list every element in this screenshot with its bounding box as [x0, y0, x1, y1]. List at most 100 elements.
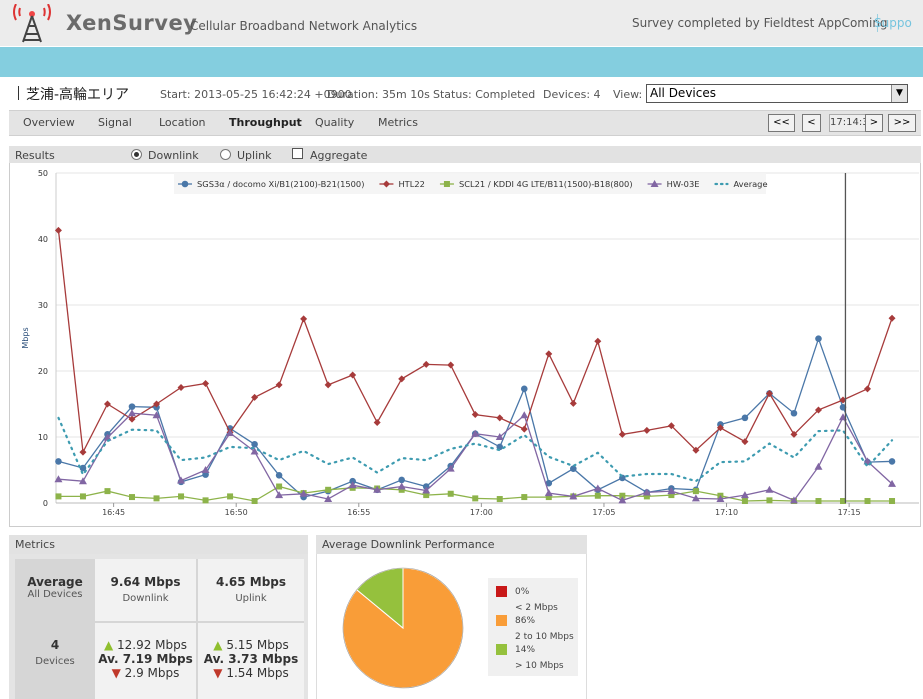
- tab-overview[interactable]: Overview: [23, 116, 75, 129]
- data-point: [643, 426, 651, 434]
- data-point: [104, 488, 111, 495]
- data-point: [422, 486, 431, 494]
- area-divider: [18, 86, 19, 100]
- data-point: [446, 464, 455, 472]
- first-button[interactable]: <<: [768, 114, 795, 132]
- tab-location[interactable]: Location: [159, 116, 206, 129]
- data-point: [78, 477, 87, 485]
- x-tick-label: 17:15: [838, 508, 861, 517]
- next-button[interactable]: >: [865, 114, 883, 132]
- data-point: [227, 493, 234, 500]
- dl-max: 12.92 Mbps: [117, 638, 188, 652]
- tab-throughput[interactable]: Throughput: [229, 116, 302, 129]
- data-point: [521, 494, 528, 501]
- ul-max: 5.15 Mbps: [226, 638, 289, 652]
- downlink-radio[interactable]: [131, 149, 142, 160]
- data-point: [741, 498, 748, 505]
- aggregate-checkbox[interactable]: [292, 148, 303, 159]
- metric-uplink-value: 4.65 Mbps: [215, 575, 287, 589]
- data-point: [128, 403, 136, 410]
- data-point: [275, 471, 283, 479]
- legend-swatch: [496, 615, 507, 626]
- data-point: [103, 433, 112, 441]
- view-select[interactable]: All Devices ▼: [646, 84, 908, 103]
- data-point: [348, 481, 357, 489]
- data-point: [545, 479, 553, 487]
- downlink-label[interactable]: Downlink: [148, 149, 199, 162]
- current-time: 17:14:37: [829, 114, 875, 132]
- arrow-down-icon: ▼: [111, 666, 121, 680]
- status: Status: Completed: [433, 88, 536, 101]
- tab-quality[interactable]: Quality: [315, 116, 355, 129]
- throughput-chart-panel: [9, 163, 921, 527]
- data-point: [790, 409, 798, 417]
- tower-logo-icon: [13, 4, 51, 43]
- data-point: [177, 384, 185, 391]
- legend-label: HTL22: [398, 179, 425, 189]
- data-point: [741, 438, 749, 446]
- x-tick-label: 17:05: [592, 508, 615, 517]
- data-point: [888, 458, 896, 465]
- data-point: [276, 483, 283, 490]
- data-point: [471, 429, 480, 437]
- pie-outline: [342, 567, 464, 689]
- x-tick-label: 17:10: [715, 508, 738, 517]
- metric-downlink-value: 9.64 Mbps: [110, 575, 181, 589]
- app-tagline: Cellular Broadband Network Analytics: [190, 19, 418, 33]
- data-point: [251, 440, 258, 448]
- legend-label: Average: [733, 179, 767, 189]
- metric-average-label: Average: [27, 575, 83, 589]
- legend-label-1: 2 to 10 Mbps: [515, 632, 574, 642]
- data-point: [814, 462, 823, 470]
- y-tick-label: 10: [38, 433, 48, 442]
- data-point: [496, 414, 504, 422]
- prev-button[interactable]: <: [802, 114, 821, 132]
- tab-signal[interactable]: Signal: [98, 116, 132, 129]
- legend-swatch: [496, 586, 507, 597]
- last-button[interactable]: >>: [888, 114, 916, 132]
- legend-box: [174, 173, 766, 194]
- dl-avg: Av. 7.19 Mbps: [98, 652, 193, 666]
- data-point: [128, 409, 137, 417]
- arrow-down-icon: ▼: [213, 666, 223, 680]
- data-point: [325, 486, 332, 493]
- pie-title: Average Downlink Performance: [322, 538, 495, 551]
- data-point: [594, 492, 601, 499]
- data-point: [642, 488, 651, 496]
- data-point: [889, 498, 896, 505]
- data-point: [839, 498, 846, 505]
- x-tick-label: 16:50: [225, 508, 248, 517]
- support-link[interactable]: Suppo: [874, 16, 912, 30]
- device-count: Devices: 4: [543, 88, 601, 101]
- legend-swatch: [496, 644, 507, 655]
- data-point: [520, 425, 528, 433]
- data-point: [373, 485, 382, 493]
- data-point: [863, 457, 872, 465]
- data-point: [398, 486, 405, 493]
- results-title: Results: [15, 149, 55, 162]
- legend-pct-2: 14%: [515, 645, 536, 655]
- tab-metrics[interactable]: Metrics: [378, 116, 418, 129]
- data-point: [181, 180, 189, 188]
- data-point: [570, 465, 577, 472]
- data-point: [153, 400, 161, 408]
- data-point: [594, 337, 602, 345]
- data-point: [397, 482, 406, 490]
- data-point: [423, 492, 430, 499]
- data-point: [839, 404, 847, 411]
- legend-label-0: < 2 Mbps: [515, 603, 558, 613]
- data-point: [103, 400, 111, 408]
- data-point: [275, 381, 283, 389]
- uplink-radio[interactable]: [220, 149, 231, 160]
- y-tick-label: 20: [38, 367, 48, 376]
- pie-panel: [316, 554, 587, 699]
- area-name: 芝浦-高輪エリア: [26, 87, 130, 103]
- chevron-down-icon[interactable]: ▼: [891, 85, 907, 102]
- uplink-label[interactable]: Uplink: [237, 149, 272, 162]
- aggregate-label[interactable]: Aggregate: [310, 149, 368, 162]
- tab-bar: Overview Signal Location Throughput Qual…: [9, 110, 921, 136]
- data-point: [643, 493, 650, 500]
- y-tick-label: 50: [38, 169, 48, 178]
- y-tick-label: 30: [38, 301, 48, 310]
- data-point: [864, 498, 871, 505]
